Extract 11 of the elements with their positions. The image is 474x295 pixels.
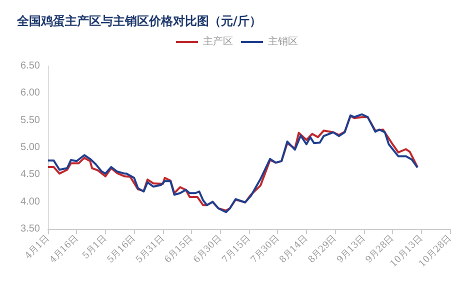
y-tick-label: 5.00 xyxy=(20,142,40,153)
y-tick-label: 5.50 xyxy=(20,114,40,126)
x-tick-label: 8月14日 xyxy=(278,233,310,266)
y-tick-label: 4.50 xyxy=(20,169,40,180)
y-tick-label: 3.50 xyxy=(20,224,40,234)
y-tick-label: 4.00 xyxy=(20,196,40,208)
chart-title: 全国鸡蛋主产区与主销区价格对比图（元/斤） xyxy=(16,14,262,28)
legend-label: 主产区 xyxy=(203,36,233,48)
y-tick-label: 6.50 xyxy=(20,60,40,72)
y-tick-label: 6.00 xyxy=(20,88,40,99)
legend-label: 主销区 xyxy=(268,36,298,48)
